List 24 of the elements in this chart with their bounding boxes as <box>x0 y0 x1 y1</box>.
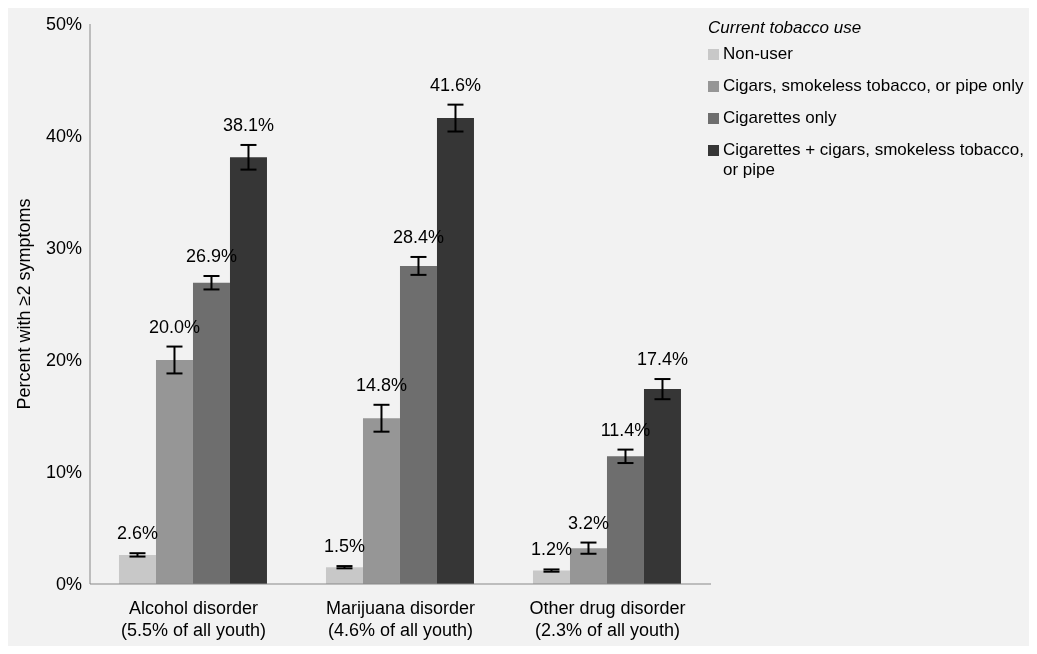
x-tick-label: Marijuana disorder (4.6% of all youth) <box>325 598 476 640</box>
data-label: 17.4% <box>636 349 688 370</box>
legend-label: Non-user <box>723 44 793 64</box>
data-label: 3.2% <box>567 512 609 533</box>
legend-label: Cigarettes only <box>723 108 837 128</box>
legend-title: Current tobacco use <box>708 18 863 38</box>
y-tick-label: 10% <box>45 462 82 483</box>
data-label: 2.6% <box>116 523 158 544</box>
y-tick-label: 0% <box>55 574 82 595</box>
data-label: 41.6% <box>429 74 481 95</box>
data-label: 1.5% <box>323 536 365 557</box>
data-label: 38.1% <box>222 115 274 136</box>
y-tick-label: 30% <box>45 238 82 259</box>
data-label: 14.8% <box>355 374 407 395</box>
x-tick-label: Other drug disorder (2.3% of all youth) <box>529 598 686 640</box>
data-label: 20.0% <box>148 316 200 337</box>
data-label: 1.2% <box>530 539 572 560</box>
y-tick-label: 40% <box>45 126 82 147</box>
legend-label: Cigars, smokeless tobacco, or pipe only <box>723 76 1024 96</box>
y-tick-label: 20% <box>45 350 82 371</box>
x-tick-label: Alcohol disorder (5.5% of all youth) <box>120 598 267 640</box>
y-axis-title: Percent with ≥2 symptoms <box>14 198 35 410</box>
y-tick-label: 50% <box>45 14 82 35</box>
legend-label: Cigarettes + cigars, smokeless tobacco, or pipe <box>723 140 1025 180</box>
